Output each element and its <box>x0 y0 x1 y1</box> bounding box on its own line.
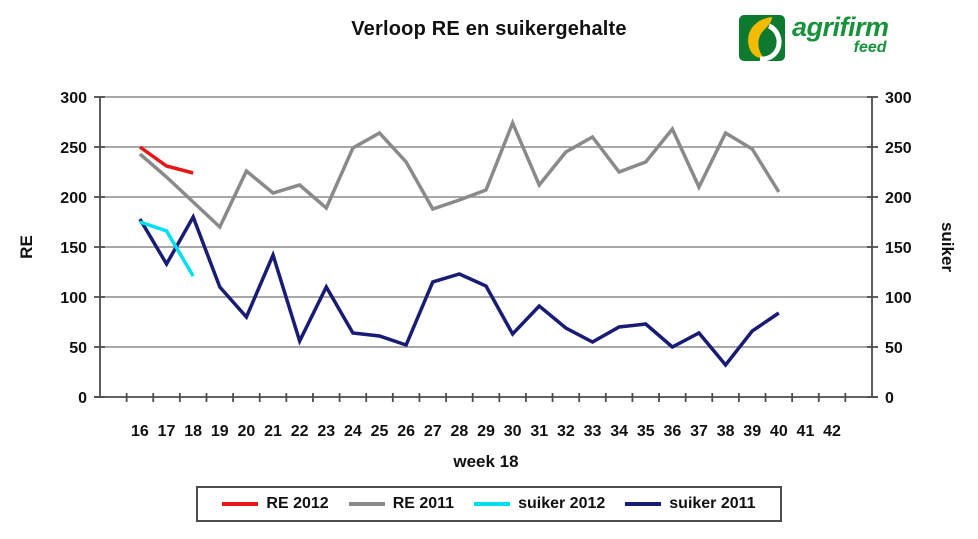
right-tick-label: 200 <box>885 190 912 207</box>
series-line-suiker-2011 <box>138 212 780 368</box>
logo-swoosh <box>748 17 772 59</box>
legend-item: suiker 2012 <box>474 495 605 513</box>
chart-legend: RE 2012 RE 2011 suiker 2012 suiker 2011 <box>196 486 782 522</box>
x-tick-label: 35 <box>637 423 655 440</box>
legend-line-sample <box>474 502 511 506</box>
legend-line-sample <box>625 502 662 506</box>
series-line-re-2012 <box>138 145 194 175</box>
right-tick-label: 150 <box>885 240 912 257</box>
x-tick-label: 21 <box>264 423 282 440</box>
logo-white-arc <box>759 23 782 62</box>
series-line-suiker-2012 <box>139 220 195 277</box>
right-tick-label: 0 <box>885 390 894 407</box>
x-tick-label: 30 <box>504 423 522 440</box>
legend-item: RE 2012 <box>222 495 329 513</box>
x-tick-label: 22 <box>291 423 309 440</box>
legend-label: suiker 2011 <box>669 495 756 512</box>
x-tick-label: 40 <box>770 423 788 440</box>
legend-item: suiker 2011 <box>625 495 756 513</box>
x-tick-label: 17 <box>158 423 176 440</box>
legend-container: RE 2012 RE 2011 suiker 2012 suiker 2011 <box>0 486 978 522</box>
x-tick-label: 19 <box>211 423 229 440</box>
right-tick-label: 50 <box>885 340 903 357</box>
x-tick-label: 32 <box>557 423 575 440</box>
x-tick-label: 34 <box>610 423 628 440</box>
left-axis-title: RE <box>17 235 36 259</box>
legend-label: RE 2011 <box>392 495 455 512</box>
agrifirm-logo-text: agrifirm feed <box>792 12 889 56</box>
x-tick-label: 18 <box>184 423 202 440</box>
right-tick-label: 250 <box>885 140 912 157</box>
series-line-re-2011 <box>138 118 781 230</box>
x-tick-label: 26 <box>397 423 415 440</box>
agrifirm-logo: agrifirm feed <box>738 14 889 62</box>
x-tick-label: 27 <box>424 423 442 440</box>
x-tick-label: 20 <box>238 423 256 440</box>
x-tick-label: 38 <box>717 423 735 440</box>
left-tick-label: 0 <box>78 390 87 407</box>
x-tick-label: 28 <box>450 423 468 440</box>
legend-label: suiker 2012 <box>518 495 606 512</box>
x-tick-label: 36 <box>663 423 681 440</box>
x-tick-label: 37 <box>690 423 708 440</box>
left-tick-label: 250 <box>60 140 87 157</box>
left-tick-label: 200 <box>60 190 87 207</box>
x-tick-label: 41 <box>797 423 815 440</box>
x-tick-label: 29 <box>477 423 495 440</box>
legend-item: RE 2011 <box>348 495 455 513</box>
left-tick-label: 150 <box>60 240 87 257</box>
x-tick-label: 33 <box>584 423 602 440</box>
x-tick-label: 31 <box>530 423 548 440</box>
x-tick-label: 16 <box>131 423 149 440</box>
x-tick-label: 23 <box>317 423 335 440</box>
left-tick-label: 100 <box>60 290 87 307</box>
right-tick-label: 100 <box>885 290 912 307</box>
x-tick-label: 39 <box>743 423 761 440</box>
logo-sub-text: feed <box>853 39 887 56</box>
series-lines <box>138 118 781 368</box>
left-tick-label: 50 <box>69 340 87 357</box>
chart-title: Verloop RE en suikergehalte <box>351 18 627 40</box>
x-tick-label: 25 <box>371 423 389 440</box>
x-axis-title: week 18 <box>453 452 519 471</box>
right-axis-title: suiker <box>938 222 957 272</box>
legend-line-sample <box>348 502 385 506</box>
x-tick-label: 42 <box>823 423 841 440</box>
legend-line-sample <box>222 502 259 506</box>
logo-brand-text: agrifirm <box>792 12 889 42</box>
left-tick-label: 300 <box>60 90 87 107</box>
axes: 0 0 50 50 100 100 150 150 200 200 250 250 300 300 16 17… <box>60 90 912 440</box>
right-tick-label: 300 <box>885 90 912 107</box>
agrifirm-logo-icon <box>739 15 785 62</box>
legend-label: RE 2012 <box>266 495 329 512</box>
x-tick-label: 24 <box>344 423 362 440</box>
